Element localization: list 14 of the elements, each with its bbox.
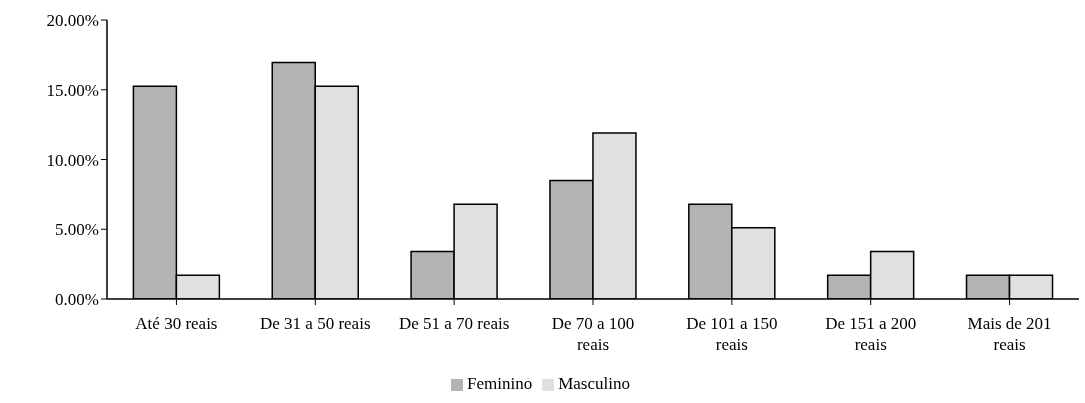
y-tick-label: 5.00% (55, 220, 99, 240)
y-tick-label: 10.00% (46, 150, 99, 170)
legend-label: Feminino (467, 374, 533, 393)
x-tick-label: De 70 a 100 reais (551, 314, 635, 354)
x-tick-label: De 31 a 50 reais (260, 314, 371, 333)
x-tick-label: De 51 a 70 reais (398, 314, 510, 333)
x-tick-label: De 101 a 150 reais (686, 314, 778, 354)
y-tick-label: 20.00% (46, 11, 99, 31)
x-tick-label: De 151 a 200 reais (825, 314, 917, 354)
x-tick-label: Até 30 reais (135, 314, 218, 333)
y-tick-label: 0.00% (55, 290, 99, 310)
y-tick-label: 15.00% (46, 80, 99, 100)
x-tick-label: Mais de 201 reais (967, 314, 1052, 354)
legend-label: Masculino (558, 374, 630, 393)
